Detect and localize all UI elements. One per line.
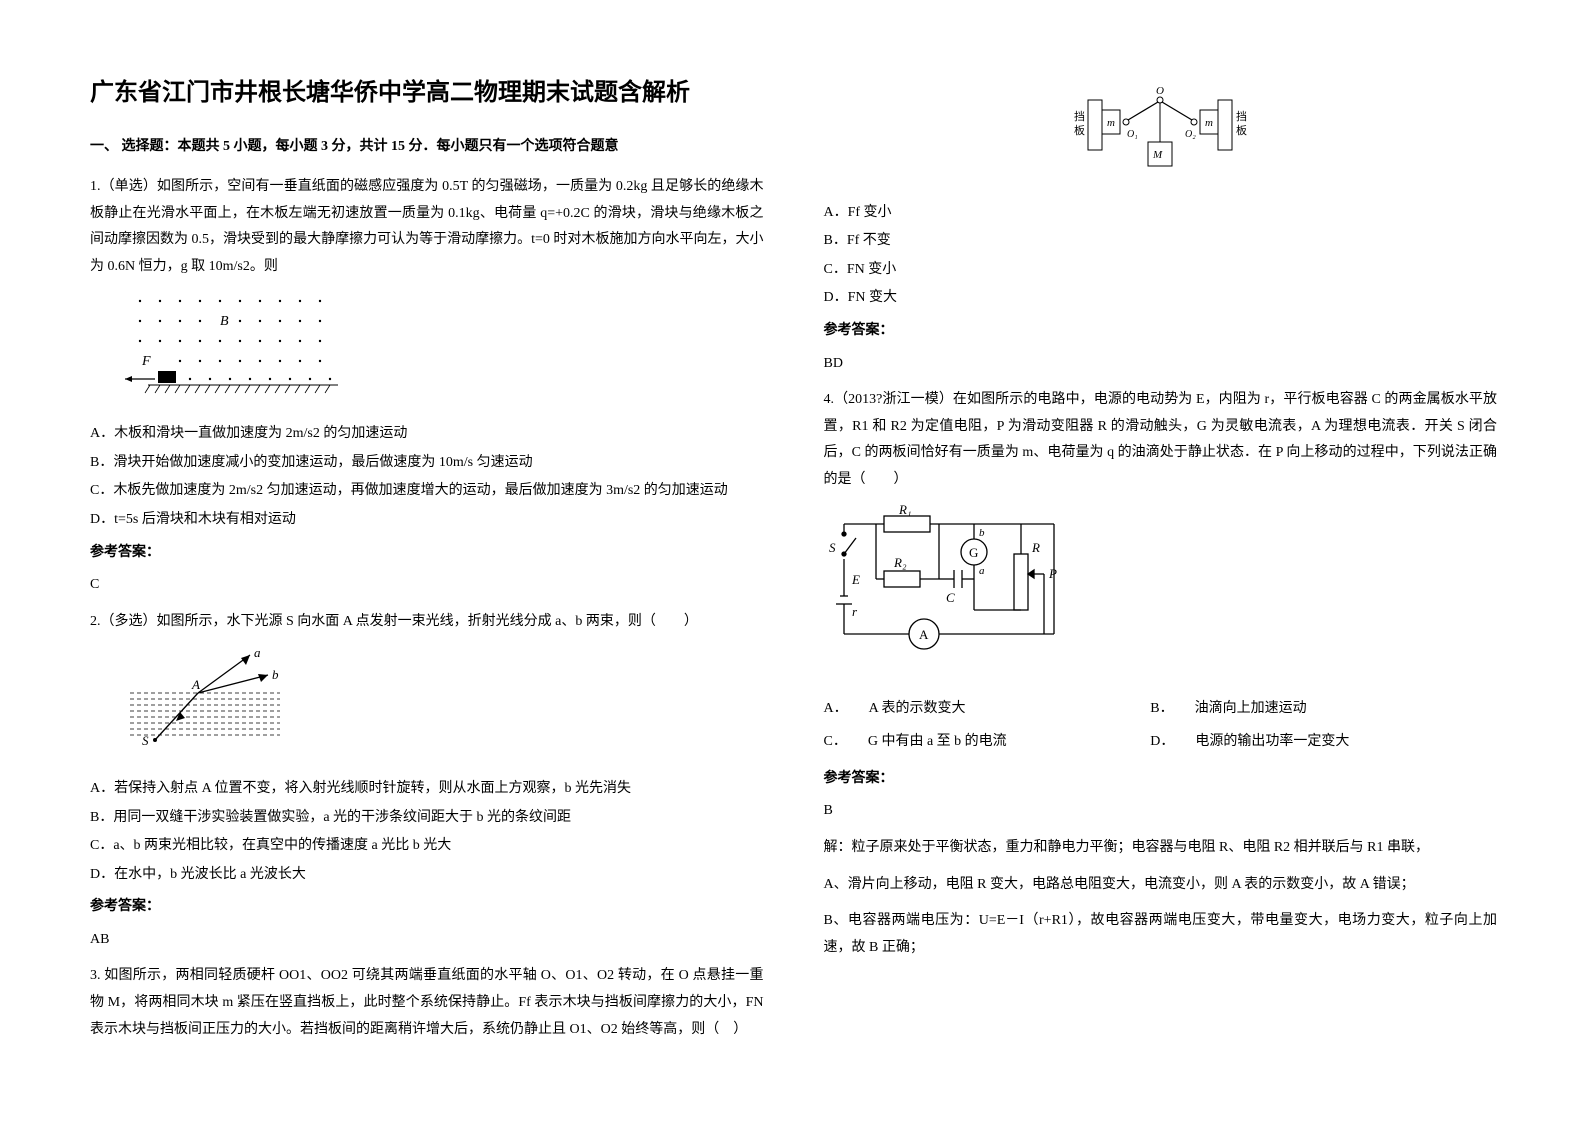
fig-q4-C: C [946, 590, 955, 605]
q2-ans: AB [90, 927, 764, 954]
q1-ans: C [90, 572, 764, 599]
fig-q4-a: a [979, 565, 985, 577]
fig-q4-E: E [851, 572, 860, 587]
q1-optC: C．木板先做加速度为 2m/s2 匀加速运动，再做加速度增大的运动，最后做加速度… [90, 478, 764, 505]
page-title: 广东省江门市井根长塘华侨中学高二物理期末试题含解析 [90, 70, 764, 116]
q4-optD: D． 电源的输出功率一定变大 [1150, 727, 1349, 758]
fig-q3-left1: 挡 [1074, 109, 1085, 123]
fig-q4-b: b [979, 527, 985, 539]
q3-figure: 挡 板 挡 板 m m O₁ O₂ O [824, 82, 1498, 188]
q2-optA: A．若保持入射点 A 位置不变，将入射光线顺时针旋转，则从水面上方观察，b 光先… [90, 776, 764, 803]
fig-q4-R: R [1031, 540, 1040, 555]
q1-stem: 1.（单选）如图所示，空间有一垂直纸面的磁感应强度为 0.5T 的匀强磁场，一质… [90, 174, 764, 280]
section-heading: 一、 选择题：本题共 5 小题，每小题 3 分，共计 15 分．每小题只有一个选… [90, 134, 764, 161]
fig-q3-m1: m [1107, 117, 1115, 129]
fig-q2-A: A [191, 677, 200, 692]
q2-figure: a b A S [120, 645, 764, 766]
q1-ans-label: 参考答案： [90, 540, 764, 567]
q4-expl1: 解：粒子原来处于平衡状态，重力和静电力平衡；电容器与电阻 R、电阻 R2 相并联… [824, 835, 1498, 862]
q2-optD: D．在水中，b 光波长比 a 光波长大 [90, 862, 764, 889]
fig-q1-F: F [141, 354, 151, 369]
q4-ans: B [824, 798, 1498, 825]
q4-expl3: B、电容器两端电压为：U=E－I（r+R1），故电容器两端电压变大，带电量变大，… [824, 908, 1498, 961]
fig-q1-B: B [220, 314, 229, 329]
q3-stem-part1: 3. 如图所示，两相同轻质硬杆 OO1、OO2 可绕其两端垂直纸面的水平轴 O、… [90, 963, 764, 1043]
q4-ans-label: 参考答案： [824, 766, 1498, 793]
fig-q4-G: G [969, 545, 978, 560]
q3-ans: BD [824, 351, 1498, 378]
q4-optA: A． A 表的示数变大 [824, 694, 1147, 725]
fig-q3-right1: 挡 [1236, 109, 1247, 123]
fig-q3-O: O [1156, 85, 1164, 97]
fig-q3-O1: O₁ [1127, 129, 1138, 140]
fig-q3-left2: 板 [1074, 123, 1085, 137]
q1-figure: B F [120, 291, 764, 412]
fig-q3-right2: 板 [1236, 123, 1247, 137]
fig-q2-b: b [272, 667, 279, 682]
q2-optC: C．a、b 两束光相比较，在真空中的传播速度 a 光比 b 光大 [90, 833, 764, 860]
fig-q4-A: A [919, 627, 929, 642]
fig-q3-m2: m [1205, 117, 1213, 129]
q4-stem: 4.（2013?浙江一模）在如图所示的电路中，电源的电动势为 E，内阻为 r，平… [824, 387, 1498, 493]
q2-stem: 2.（多选）如图所示，水下光源 S 向水面 A 点发射一束光线，折射光线分成 a… [90, 609, 764, 636]
fig-q2-a: a [254, 645, 261, 660]
q1-optB: B．滑块开始做加速度减小的变加速运动，最后做速度为 10m/s 匀速运动 [90, 450, 764, 477]
fig-q2-S: S [142, 733, 149, 748]
q3-ans-label: 参考答案： [824, 318, 1498, 345]
q2-optB: B．用同一双缝干涉实验装置做实验，a 光的干涉条纹间距大于 b 光的条纹间距 [90, 805, 764, 832]
q3-optA: A．Ff 变小 [824, 200, 1498, 227]
fig-q4-R2: R₂ [893, 555, 907, 570]
q2-ans-label: 参考答案： [90, 894, 764, 921]
fig-q4-R1: R₁ [898, 504, 911, 517]
q4-optB: B． 油滴向上加速运动 [1150, 694, 1306, 725]
q4-figure: R₁ S E r R₂ A G C a b R P [824, 504, 1498, 685]
fig-q4-S: S [829, 540, 836, 555]
fig-q4-r: r [852, 604, 858, 619]
q3-optC: C．FN 变小 [824, 257, 1498, 284]
fig-q3-O2: O₂ [1185, 129, 1196, 140]
q3-optD: D．FN 变大 [824, 285, 1498, 312]
fig-q4-P: P [1048, 566, 1057, 581]
q1-optD: D．t=5s 后滑块和木块有相对运动 [90, 507, 764, 534]
fig-q3-M: M [1152, 149, 1163, 161]
q3-optB: B．Ff 不变 [824, 228, 1498, 255]
q4-expl2: A、滑片向上移动，电阻 R 变大，电路总电阻变大，电流变小，则 A 表的示数变小… [824, 872, 1498, 899]
q4-optC: C． G 中有由 a 至 b 的电流 [824, 727, 1147, 758]
q1-optA: A．木板和滑块一直做加速度为 2m/s2 的匀加速运动 [90, 421, 764, 448]
